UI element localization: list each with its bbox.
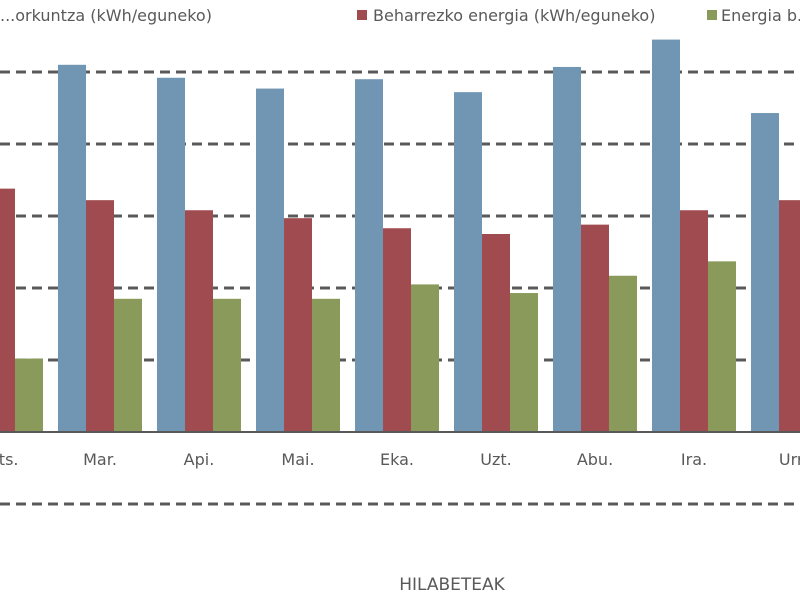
bar xyxy=(411,284,439,432)
x-tick-label: ...ts. xyxy=(0,450,18,469)
bar xyxy=(581,224,609,432)
bar xyxy=(312,298,340,432)
bar xyxy=(708,261,736,432)
bars xyxy=(0,39,800,433)
x-tick-label: Mar. xyxy=(83,450,117,469)
bar xyxy=(114,298,142,432)
bar xyxy=(779,200,800,432)
bar xyxy=(185,210,213,432)
bar xyxy=(15,358,43,432)
x-tick-label: Urr. xyxy=(779,450,800,469)
bar xyxy=(355,79,383,432)
x-tick-label: Api. xyxy=(184,450,215,469)
bar xyxy=(680,210,708,432)
bar xyxy=(751,113,779,432)
bar xyxy=(86,200,114,432)
bar xyxy=(157,77,185,432)
x-tick-label: Mai. xyxy=(281,450,314,469)
x-tick-label: Uzt. xyxy=(480,450,511,469)
legend-swatch xyxy=(357,10,367,20)
bar xyxy=(58,64,86,433)
x-tick-label: Ira. xyxy=(681,450,707,469)
bar xyxy=(213,298,241,432)
legend-label: ...orkuntza (kWh/eguneko) xyxy=(0,6,212,25)
bar xyxy=(652,39,680,432)
x-tick-labels: ...ts. Mar. Api. Mai. Eka. Uzt. Abu. Ira. Urr. xyxy=(0,450,800,469)
bar xyxy=(454,92,482,432)
legend-label: Beharrezko energia (kWh/eguneko) xyxy=(373,6,655,25)
legend-swatch xyxy=(707,10,717,20)
legend-label: Energia b... xyxy=(721,6,800,25)
bar xyxy=(609,275,637,432)
bar xyxy=(553,66,581,433)
legend: ...orkuntza (kWh/eguneko) Beharrezko ener… xyxy=(0,6,800,25)
x-tick-label: Eka. xyxy=(380,450,414,469)
x-axis-title: HILABETEAK xyxy=(399,575,505,595)
bar xyxy=(0,188,15,432)
bar xyxy=(383,228,411,432)
bar xyxy=(482,234,510,432)
bar xyxy=(284,218,312,432)
bar xyxy=(256,88,284,432)
x-tick-label: Abu. xyxy=(577,450,613,469)
bar xyxy=(510,293,538,432)
